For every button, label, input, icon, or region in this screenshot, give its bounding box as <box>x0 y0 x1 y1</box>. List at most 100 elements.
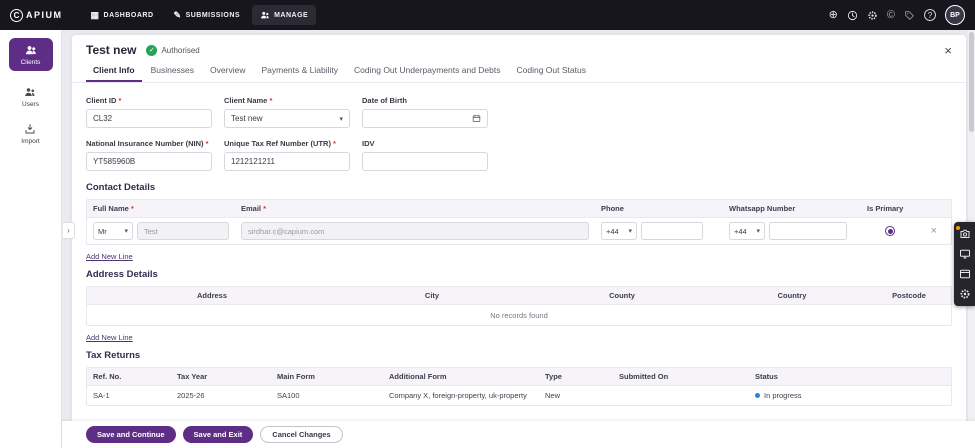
nin-input[interactable]: YT585960B <box>86 152 212 171</box>
screenshot-camera-icon[interactable] <box>955 226 971 240</box>
whatsapp-input[interactable] <box>769 222 847 240</box>
dob-label: Date of Birth <box>362 96 407 105</box>
close-icon[interactable]: × <box>944 42 952 58</box>
save-and-exit-button[interactable]: Save and Exit <box>182 426 254 443</box>
contact-header-whatsapp: Whatsapp Number <box>729 204 796 213</box>
import-download-icon <box>25 124 35 134</box>
clients-icon <box>25 46 36 55</box>
field-nin: National Insurance Number (NIN) YT585960… <box>86 139 212 171</box>
nav-dashboard[interactable]: ▦ DASHBOARD <box>83 6 162 25</box>
remove-contact-row-icon[interactable]: × <box>930 225 937 237</box>
check-circle-icon: ✓ <box>146 44 158 56</box>
idv-input[interactable] <box>362 152 488 171</box>
tax-type-cell: New <box>545 391 561 400</box>
tax-returns-table: Ref. No. Tax Year Main Form Additional F… <box>86 367 952 406</box>
tab-bar: Client Info Businesses Overview Payments… <box>72 59 966 83</box>
address-details-title: Address Details <box>86 269 158 280</box>
tag-icon[interactable] <box>904 10 915 21</box>
left-sidebar: Clients Users Import <box>0 30 62 448</box>
dob-input[interactable] <box>362 109 488 128</box>
scrollbar-thumb[interactable] <box>969 32 974 132</box>
tab-client-info[interactable]: Client Info <box>86 59 142 82</box>
field-dob: Date of Birth <box>362 96 488 128</box>
is-primary-radio[interactable] <box>885 226 895 236</box>
table-row[interactable]: SA-1 2025-26 SA100 Company X, foreign-pr… <box>87 386 951 405</box>
tab-businesses[interactable]: Businesses <box>150 65 195 75</box>
status-text: In progress <box>764 391 802 400</box>
add-new-icon[interactable]: ⊕ <box>828 8 838 21</box>
sidebar-item-import[interactable]: Import <box>21 123 40 145</box>
idv-label: IDV <box>362 139 375 148</box>
main-area: Test new ✓ Authorised × Client Info Busi… <box>62 30 975 448</box>
whatsapp-code-select[interactable]: +44 ▾ <box>729 222 765 240</box>
address-table-header: Address City County Country Postcode <box>87 287 951 305</box>
client-info-form: Client ID CL32 Client Name Test new ▾ Da… <box>72 83 966 171</box>
utr-input[interactable]: 1212121211 <box>224 152 350 171</box>
full-name-input[interactable] <box>137 222 229 240</box>
card-header: Test new ✓ Authorised × <box>72 35 966 59</box>
tax-table-header: Ref. No. Tax Year Main Form Additional F… <box>87 368 951 386</box>
email-input[interactable] <box>241 222 589 240</box>
sidebar-item-users[interactable]: Users <box>22 86 39 108</box>
tax-header-main-form: Main Form <box>277 372 315 381</box>
history-clock-icon[interactable] <box>847 10 858 21</box>
sidebar-import-label: Import <box>21 138 40 145</box>
tax-header-submitted-on: Submitted On <box>619 372 669 381</box>
nav-submissions[interactable]: ✎ SUBMISSIONS <box>166 6 249 25</box>
contact-details-title: Contact Details <box>86 182 156 193</box>
status-badge-label: Authorised <box>161 45 200 55</box>
save-and-continue-button[interactable]: Save and Continue <box>86 426 176 443</box>
tax-status-cell: In progress <box>749 391 951 400</box>
field-client-name: Client Name Test new ▾ <box>224 96 350 128</box>
expand-panel-button[interactable]: › <box>63 222 75 239</box>
tax-header-year: Tax Year <box>177 372 208 381</box>
chevron-down-icon: ▾ <box>124 228 128 235</box>
add-contact-line-link[interactable]: Add New Line <box>86 252 133 261</box>
contact-header-phone: Phone <box>601 204 624 213</box>
tab-payments-liability[interactable]: Payments & Liability <box>261 65 339 75</box>
address-table: Address City County Country Postcode No … <box>86 286 952 326</box>
help-icon[interactable]: ? <box>924 9 936 21</box>
tab-coding-out-underpayments[interactable]: Coding Out Underpayments and Debts <box>354 65 501 75</box>
address-header-city: City <box>424 291 440 300</box>
client-name-label: Client Name <box>224 96 350 105</box>
logo-c-ring: C <box>10 8 23 22</box>
logo-text: APIUM <box>26 10 63 20</box>
tab-overview[interactable]: Overview <box>210 65 246 75</box>
field-client-id: Client ID CL32 <box>86 96 212 128</box>
tax-additional-form-cell: Company X, foreign-property, uk-property <box>389 391 527 400</box>
monitor-icon[interactable] <box>959 248 971 260</box>
client-id-input[interactable]: CL32 <box>86 109 212 128</box>
cancel-changes-button[interactable]: Cancel Changes <box>260 426 343 443</box>
notification-dot <box>955 226 960 230</box>
calendar-icon[interactable] <box>472 114 481 123</box>
topbar-actions: ⊕ © ? BP <box>829 5 965 25</box>
user-avatar[interactable]: BP <box>945 5 965 25</box>
nav-manage[interactable]: MANAGE <box>252 5 317 25</box>
phone-code-value: +44 <box>606 226 619 236</box>
sidebar-clients-label: Clients <box>20 59 41 66</box>
title-select[interactable]: Mr ▾ <box>93 222 133 240</box>
settings-gear-icon[interactable] <box>867 10 878 21</box>
tax-header-ref: Ref. No. <box>93 372 122 381</box>
tax-main-form-cell: SA100 <box>277 391 300 400</box>
phone-code-select[interactable]: +44 ▾ <box>601 222 637 240</box>
main-nav: ▦ DASHBOARD ✎ SUBMISSIONS MANAGE <box>83 5 317 25</box>
browser-window-icon[interactable] <box>959 268 971 280</box>
top-navigation-bar: C APIUM ▦ DASHBOARD ✎ SUBMISSIONS MANAGE… <box>0 0 975 30</box>
whatsapp-code-value: +44 <box>734 226 747 236</box>
nav-manage-label: MANAGE <box>274 11 309 19</box>
gear-icon[interactable] <box>959 288 971 300</box>
tax-header-status: Status <box>755 372 778 381</box>
credits-icon[interactable]: © <box>886 8 895 21</box>
address-header-postcode: Postcode <box>892 291 926 300</box>
client-name-select[interactable]: Test new ▾ <box>224 109 350 128</box>
client-id-label: Client ID <box>86 96 212 105</box>
sidebar-item-clients[interactable]: Clients <box>8 38 53 71</box>
contact-header-email: Email <box>235 204 595 213</box>
phone-input[interactable] <box>641 222 703 240</box>
address-header-country: Country <box>777 291 807 300</box>
tab-coding-out-status[interactable]: Coding Out Status <box>516 65 586 75</box>
add-address-line-link[interactable]: Add New Line <box>86 333 133 342</box>
